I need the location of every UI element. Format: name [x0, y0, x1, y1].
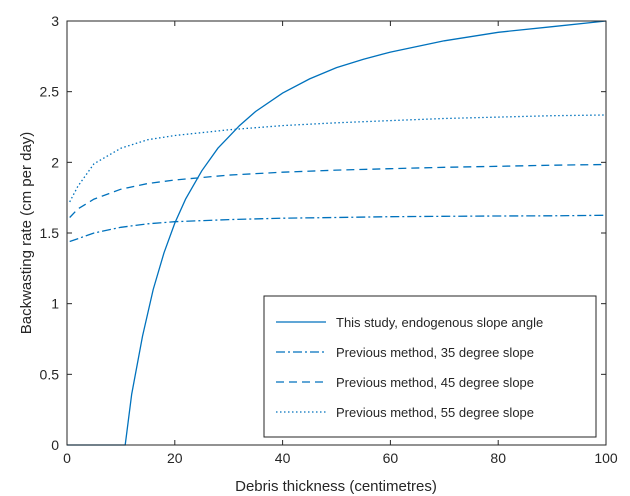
x-tick-label: 0	[63, 450, 71, 466]
series-layer	[67, 20, 607, 446]
series-line-3	[69, 163, 607, 218]
y-tick-label: 0	[51, 437, 59, 453]
x-tick-label: 40	[275, 450, 291, 466]
y-tick-label: 2.5	[40, 84, 60, 100]
legend-label-3: Previous method, 45 degree slope	[336, 375, 534, 390]
legend-label-4: Previous method, 55 degree slope	[336, 405, 534, 420]
y-tick-label: 1.5	[40, 225, 60, 241]
series-line-2	[69, 214, 607, 243]
legend: This study, endogenous slope angle Previo…	[263, 295, 597, 438]
y-tick-label: 3	[51, 13, 59, 29]
y-tick-label: 2	[51, 154, 59, 170]
legend-box	[263, 295, 597, 438]
y-axis-label: Backwasting rate (cm per day)	[18, 132, 35, 335]
legend-label-1: This study, endogenous slope angle	[336, 315, 543, 330]
series-line-1	[67, 20, 607, 446]
x-tick-label: 100	[594, 450, 618, 466]
x-tick-label: 60	[383, 450, 399, 466]
x-tick-label: 80	[490, 450, 506, 466]
axes-layer: 0 20 40 60 80 100 0 0.5 1 1.5 2 2.5 3	[40, 13, 618, 466]
x-tick-label: 20	[167, 450, 183, 466]
legend-label-2: Previous method, 35 degree slope	[336, 345, 534, 360]
y-tick-label: 0.5	[40, 366, 60, 382]
y-tick-label: 1	[51, 296, 59, 312]
series-line-4	[69, 114, 607, 203]
x-axis-label: Debris thickness (centimetres)	[235, 478, 437, 495]
